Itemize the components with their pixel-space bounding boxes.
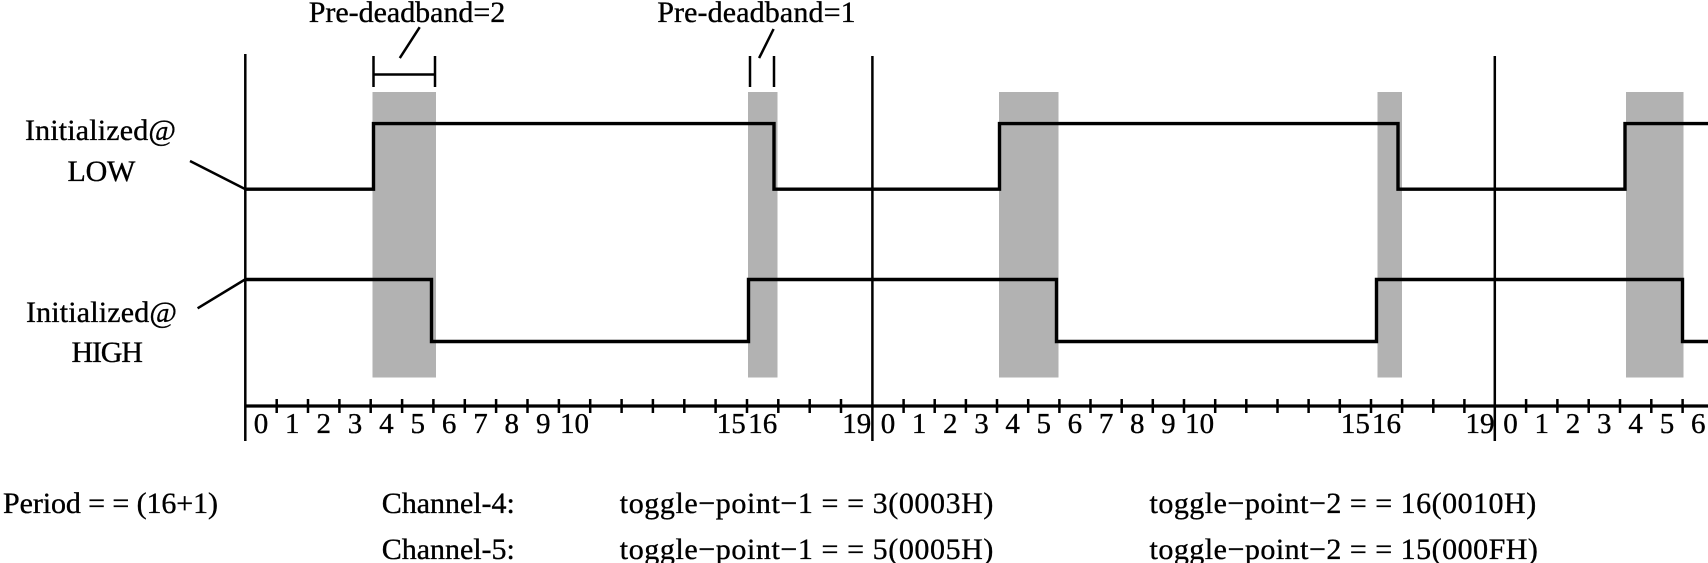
svg-text:19: 19 (842, 408, 871, 440)
svg-text:1: 1 (285, 408, 300, 440)
svg-text:7: 7 (1099, 408, 1114, 440)
svg-text:toggle−point−1 = = 3(0003H): toggle−point−1 = = 3(0003H) (620, 487, 994, 520)
svg-text:Pre-deadband=1: Pre-deadband=1 (657, 0, 855, 29)
svg-text:3: 3 (1597, 408, 1612, 440)
svg-text:3: 3 (974, 408, 989, 440)
svg-text:4: 4 (379, 408, 394, 440)
svg-text:7: 7 (473, 408, 488, 440)
svg-text:Pre-deadband=2: Pre-deadband=2 (309, 0, 506, 29)
svg-text:0: 0 (254, 408, 269, 440)
svg-text:6: 6 (1068, 408, 1083, 440)
svg-text:5: 5 (1660, 408, 1675, 440)
svg-text:6: 6 (1691, 408, 1706, 440)
svg-text:16: 16 (1372, 408, 1401, 440)
svg-text:0: 0 (1503, 408, 1518, 440)
svg-text:5: 5 (1037, 408, 1052, 440)
svg-text:10: 10 (1185, 408, 1214, 440)
svg-text:1: 1 (912, 408, 927, 440)
svg-text:Channel-4:: Channel-4: (382, 487, 515, 520)
svg-text:toggle−point−1 = = 5(0005H): toggle−point−1 = = 5(0005H) (620, 533, 994, 563)
svg-text:9: 9 (536, 408, 551, 440)
svg-text:10: 10 (560, 408, 589, 440)
svg-text:6: 6 (442, 408, 457, 440)
svg-text:15: 15 (1341, 408, 1370, 440)
svg-text:4: 4 (1005, 408, 1020, 440)
svg-text:9: 9 (1161, 408, 1176, 440)
svg-text:0: 0 (881, 408, 896, 440)
svg-text:8: 8 (1130, 408, 1145, 440)
svg-text:LOW: LOW (68, 155, 136, 188)
svg-text:4: 4 (1628, 408, 1643, 440)
svg-text:toggle−point−2 = = 16(0010H): toggle−point−2 = = 16(0010H) (1150, 487, 1537, 520)
svg-text:16: 16 (748, 408, 777, 440)
svg-text:5: 5 (411, 408, 426, 440)
svg-text:15: 15 (717, 408, 746, 440)
svg-text:1: 1 (1535, 408, 1550, 440)
svg-text:3: 3 (348, 408, 363, 440)
svg-text:toggle−point−2 = = 15(000FH): toggle−point−2 = = 15(000FH) (1150, 533, 1538, 563)
svg-text:8: 8 (505, 408, 520, 440)
svg-text:Channel-5:: Channel-5: (382, 533, 515, 563)
svg-text:2: 2 (943, 408, 958, 440)
svg-text:Period = = (16+1): Period = = (16+1) (3, 487, 218, 520)
svg-text:Initialized@: Initialized@ (26, 296, 177, 329)
svg-text:HIGH: HIGH (72, 336, 143, 369)
svg-text:2: 2 (316, 408, 331, 440)
svg-text:2: 2 (1566, 408, 1581, 440)
svg-text:Initialized@: Initialized@ (25, 114, 176, 147)
svg-text:19: 19 (1466, 408, 1495, 440)
